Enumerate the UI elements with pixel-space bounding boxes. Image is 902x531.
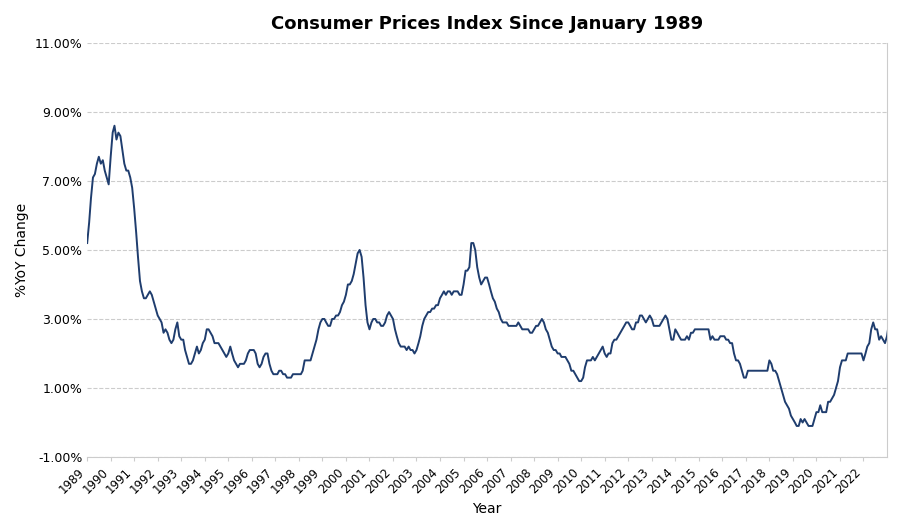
Y-axis label: %YoY Change: %YoY Change xyxy=(15,203,29,297)
Title: Consumer Prices Index Since January 1989: Consumer Prices Index Since January 1989 xyxy=(271,15,704,33)
X-axis label: Year: Year xyxy=(473,502,502,516)
